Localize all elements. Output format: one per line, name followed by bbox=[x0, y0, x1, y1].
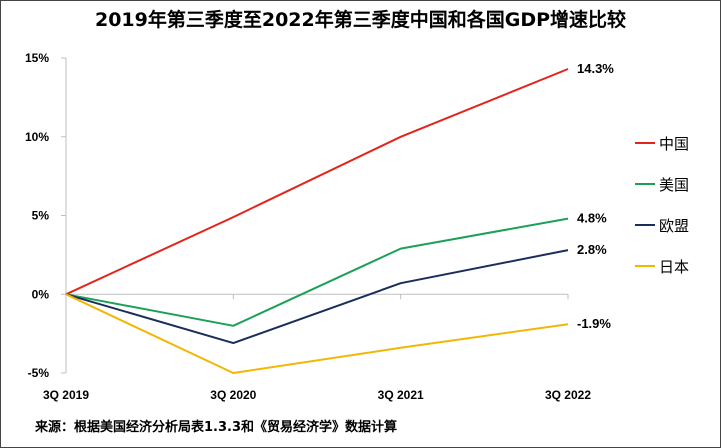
legend-item: 欧盟 bbox=[635, 215, 689, 235]
chart-title: 2019年第三季度至2022年第三季度中国和各国GDP增速比较 bbox=[94, 9, 627, 31]
y-tick-label: 15% bbox=[25, 51, 49, 65]
x-tick-label: 3Q 2021 bbox=[378, 388, 424, 402]
end-value-label: 2.8% bbox=[577, 242, 607, 257]
legend: 中国 美国 欧盟 日本 bbox=[635, 133, 689, 297]
series-line-3 bbox=[65, 249, 569, 345]
x-tick-label: 3Q 2020 bbox=[210, 388, 256, 402]
series-line-4 bbox=[65, 293, 569, 374]
legend-label: 美国 bbox=[659, 175, 690, 194]
legend-swatch bbox=[635, 224, 655, 226]
legend-label: 中国 bbox=[659, 134, 690, 153]
legend-item: 中国 bbox=[635, 133, 689, 153]
legend-item: 美国 bbox=[635, 174, 689, 194]
axes bbox=[61, 57, 569, 374]
labels: 15% 10% 5% 0% -5% 3Q 2019 3Q 2020 3Q 2021 3Q 202… bbox=[25, 51, 614, 402]
end-value-label: 4.8% bbox=[577, 211, 607, 226]
series-line-2 bbox=[65, 217, 569, 327]
legend-label: 日本 bbox=[659, 257, 690, 276]
end-value-label: -1.9% bbox=[577, 316, 611, 331]
x-tick-label: 3Q 2019 bbox=[43, 388, 89, 402]
y-tick-label: 5% bbox=[32, 209, 50, 223]
legend-swatch bbox=[635, 142, 655, 144]
x-tick-label: 3Q 2022 bbox=[545, 388, 591, 402]
y-tick-label: 10% bbox=[25, 130, 49, 144]
y-tick-label: -5% bbox=[28, 366, 50, 380]
source-note: 来源：根据美国经济分析局表1.3.3和《贸易经济学》数据计算 bbox=[35, 420, 398, 435]
y-tick-label: 0% bbox=[32, 287, 50, 301]
legend-swatch bbox=[635, 183, 655, 185]
series-lines bbox=[65, 68, 569, 374]
legend-item: 日本 bbox=[635, 256, 689, 276]
end-value-label: 14.3% bbox=[577, 61, 614, 76]
series-line-1 bbox=[65, 68, 569, 296]
legend-swatch bbox=[635, 265, 655, 267]
legend-label: 欧盟 bbox=[659, 216, 690, 235]
